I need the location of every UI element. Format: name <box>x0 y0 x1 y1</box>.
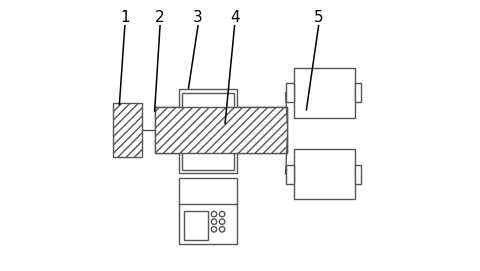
Bar <box>155 107 288 153</box>
Bar <box>182 93 234 170</box>
Text: 4: 4 <box>230 10 240 25</box>
Bar <box>294 68 355 118</box>
Text: 5: 5 <box>314 10 324 25</box>
Bar <box>286 164 294 184</box>
Text: 2: 2 <box>155 10 165 25</box>
Bar <box>155 107 288 153</box>
Bar <box>286 83 294 102</box>
Bar <box>355 83 361 102</box>
Bar <box>184 211 208 240</box>
Text: 1: 1 <box>120 10 130 25</box>
Bar <box>294 149 355 199</box>
Bar <box>179 89 237 173</box>
Bar <box>113 103 143 157</box>
Bar <box>179 178 237 244</box>
Bar <box>355 164 361 184</box>
Text: 3: 3 <box>193 10 203 25</box>
